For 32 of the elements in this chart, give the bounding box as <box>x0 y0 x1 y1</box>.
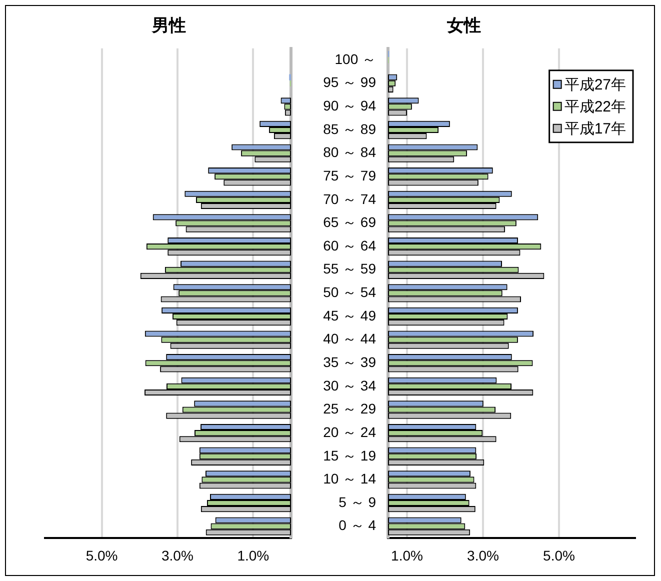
x-tick-label: 5.0% <box>86 547 118 564</box>
y-tick-label: 20 ～ 24 <box>323 424 376 440</box>
legend-label: 平成27年 <box>564 76 626 94</box>
y-tick-label: 25 ～ 29 <box>323 400 376 417</box>
y-tick-label: 65 ～ 69 <box>323 214 376 230</box>
y-tick-label: 40 ～ 44 <box>323 330 376 347</box>
y-tick-label: 60 ～ 64 <box>323 237 376 254</box>
y-tick-label: 80 ～ 84 <box>323 144 376 160</box>
y-tick-label: 55 ～ 59 <box>323 260 376 277</box>
y-tick-label: 5 ～ 9 <box>338 494 376 510</box>
x-tick-label: 5.0% <box>543 547 575 564</box>
x-tick-label: 1.0% <box>237 547 270 564</box>
y-tick-label: 90 ～ 94 <box>323 98 376 114</box>
chart-title: 男性 <box>151 16 186 35</box>
y-tick-label: 30 ～ 34 <box>323 377 376 394</box>
y-tick-label: 10 ～ 14 <box>323 470 376 487</box>
x-tick-label: 1.0% <box>391 547 423 564</box>
y-tick-label: 85 ～ 89 <box>323 120 376 137</box>
y-tick-label: 75 ～ 79 <box>323 167 376 184</box>
legend-label: 平成17年 <box>564 120 626 138</box>
y-tick-label: 45 ～ 49 <box>323 307 376 324</box>
y-tick-label: 95 ～ 99 <box>323 74 376 90</box>
legend-label: 平成22年 <box>564 98 626 116</box>
chart-title: 女性 <box>446 16 481 35</box>
y-tick-label: 35 ～ 39 <box>323 354 376 370</box>
x-tick-label: 3.0% <box>162 547 194 564</box>
y-tick-label: 50 ～ 54 <box>323 284 376 300</box>
x-tick-label: 3.0% <box>467 547 499 564</box>
y-tick-label: 0 ～ 4 <box>338 517 376 534</box>
y-tick-label: 100 ～ <box>334 50 376 67</box>
y-tick-label: 15 ～ 19 <box>323 447 376 464</box>
y-tick-label: 70 ～ 74 <box>323 190 376 207</box>
